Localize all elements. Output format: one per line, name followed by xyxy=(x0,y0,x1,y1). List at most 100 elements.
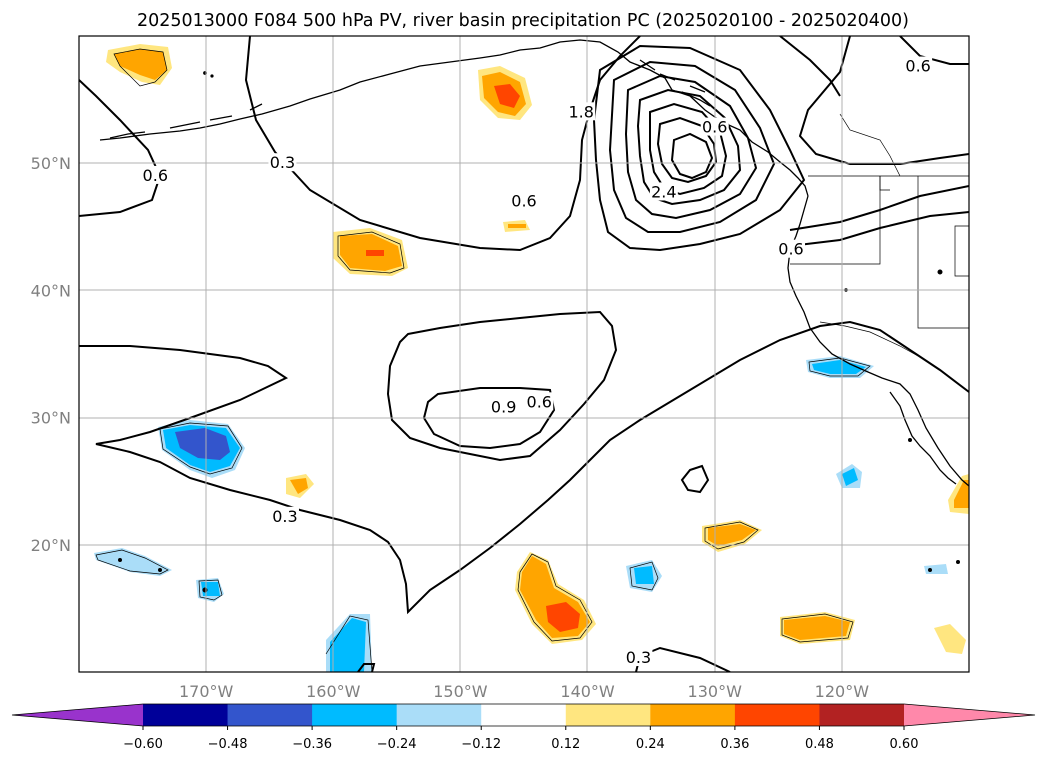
precip-anomaly-positive xyxy=(508,224,526,228)
contour-label-bg xyxy=(649,182,678,201)
lon-tick-label: 170°W xyxy=(179,682,234,701)
precip-anomaly-positive xyxy=(546,602,580,632)
pv-contour-label: 0.6 xyxy=(527,392,552,411)
map-title: 2025013000 F084 500 hPa PV, river basin … xyxy=(137,11,909,31)
pv-contour-label: 0.6 xyxy=(511,191,536,210)
lat-tick-label: 50°N xyxy=(31,154,71,173)
pv-contour-ring xyxy=(636,88,742,206)
colorbar-tick-label: 0.60 xyxy=(890,737,919,752)
colorbar-segment xyxy=(734,704,820,726)
lon-tick-label: 140°W xyxy=(560,682,615,701)
lon-tick-label: 160°W xyxy=(306,682,361,701)
precip-shading xyxy=(94,44,969,672)
precip-anomaly-positive xyxy=(784,616,850,640)
pv-contour-0.6-ne xyxy=(779,36,841,97)
latitude-ticks: 50°N 40°N 30°N 20°N xyxy=(31,154,71,555)
gridlines xyxy=(79,36,969,672)
pv-contour-label: 0.6 xyxy=(905,57,930,76)
precip-anomaly-positive xyxy=(934,624,966,654)
precip-anomaly-positive xyxy=(708,524,756,546)
precip-anomaly-negative xyxy=(94,548,172,576)
contour-label-bg xyxy=(624,648,653,667)
pv-contour-label: 1.8 xyxy=(568,102,593,121)
colorbar-tick-label: −0.60 xyxy=(123,737,163,752)
contour-label-bg xyxy=(700,117,729,136)
pv-contour-ring xyxy=(608,60,776,233)
precip-outlines xyxy=(95,48,871,672)
state-borders xyxy=(790,113,969,357)
pv-contour-0.6-band2 xyxy=(789,211,969,247)
pv-contour-small-ring xyxy=(680,464,710,494)
precip-anomaly-negative xyxy=(812,360,866,374)
pv-contour-0.3-long xyxy=(79,320,969,615)
colorbar-segment xyxy=(565,704,651,726)
precip-anomaly-negative xyxy=(330,618,366,672)
islands xyxy=(118,71,960,593)
colorbar-tick-label: −0.48 xyxy=(208,737,248,752)
contour-label-bg xyxy=(268,153,297,172)
lat-tick-label: 30°N xyxy=(31,409,71,428)
pv-contours xyxy=(79,36,969,672)
pv-contour-label: 2.4 xyxy=(651,182,676,201)
colorbar-tick-label: 0.12 xyxy=(551,737,580,752)
colorbar-tick-label: 0.36 xyxy=(720,737,749,752)
lat-tick-label: 40°N xyxy=(31,281,71,300)
contour-label-bg xyxy=(525,392,554,411)
contour-label-bg xyxy=(904,56,933,75)
pv-contour-label: 0.6 xyxy=(778,240,803,259)
pv-contour-label: 0.3 xyxy=(272,507,297,526)
colorbar-segment xyxy=(819,704,905,726)
lon-tick-label: 120°W xyxy=(815,682,870,701)
colorbar-segment xyxy=(396,704,482,726)
pv-contour-label: 0.6 xyxy=(702,118,727,137)
pv-contour-0.6-east2 xyxy=(899,36,969,65)
colorbar-segment xyxy=(312,704,398,726)
pv-contour-2.4 xyxy=(670,132,714,180)
lat-tick-label: 20°N xyxy=(31,536,71,555)
precip-anomaly-positive xyxy=(494,84,520,108)
precip-anomaly-negative xyxy=(175,428,230,460)
map-frame xyxy=(78,35,970,673)
precip-anomaly-positive xyxy=(290,478,308,494)
contour-label-bg xyxy=(567,102,596,121)
lon-tick-label: 130°W xyxy=(688,682,743,701)
pv-contour-0.6-mid xyxy=(386,310,618,462)
colorbar-tick-label: −0.24 xyxy=(377,737,417,752)
contour-label-bg xyxy=(777,239,805,258)
colorbar-tick-label: −0.36 xyxy=(292,737,332,752)
longitude-ticks: 170°W 160°W 150°W 140°W 130°W 120°W xyxy=(179,682,869,701)
precip-anomaly-negative xyxy=(634,566,654,584)
pv-contour-labels: 0.6 0.3 0.6 1.8 2.4 0.6 0.6 0.6 0.9 0.6 0.3 0.3 xyxy=(141,56,933,667)
pv-contour-label: 0.3 xyxy=(270,153,295,172)
pv-contour-label: 0.6 xyxy=(143,166,168,185)
colorbar-segment xyxy=(481,704,567,726)
colorbar-tick-label: −0.12 xyxy=(461,737,501,752)
precip-anomaly-positive xyxy=(366,250,384,256)
pv-contour-label: 0.9 xyxy=(491,397,516,416)
contour-label-bg xyxy=(489,397,518,416)
pv-contour-ring xyxy=(656,116,718,184)
lon-tick-label: 150°W xyxy=(433,682,488,701)
colorbar-segment xyxy=(143,704,229,726)
pv-contour-0.3 xyxy=(244,36,641,252)
colorbar: −0.60 −0.48 −0.36 −0.24 −0.12 0.12 0.24 0.36 0.4… xyxy=(11,703,1036,752)
contour-label-bg xyxy=(270,506,299,525)
colorbar-tick-label: 0.24 xyxy=(636,737,665,752)
precip-anomaly-positive xyxy=(954,480,969,508)
colorbar-segment xyxy=(227,704,313,726)
colorbar-tick-label: 0.48 xyxy=(805,737,834,752)
colorbar-extend-min xyxy=(12,704,143,726)
colorbar-segment xyxy=(650,704,736,726)
pv-contour-0.6-ring-outer xyxy=(592,44,806,252)
pv-contour-0.6-east xyxy=(798,36,969,165)
pv-contour-label: 0.3 xyxy=(626,648,651,667)
pv-contour-ring xyxy=(624,74,758,220)
contour-label-bg xyxy=(141,165,170,184)
pv-contour-ring xyxy=(649,102,728,196)
contour-label-bg xyxy=(510,191,538,210)
pv-contour-0.6-band xyxy=(789,185,969,231)
pv-contour-small xyxy=(357,663,376,672)
colorbar-extend-max xyxy=(904,704,1035,726)
precip-anomaly-negative xyxy=(842,468,858,486)
